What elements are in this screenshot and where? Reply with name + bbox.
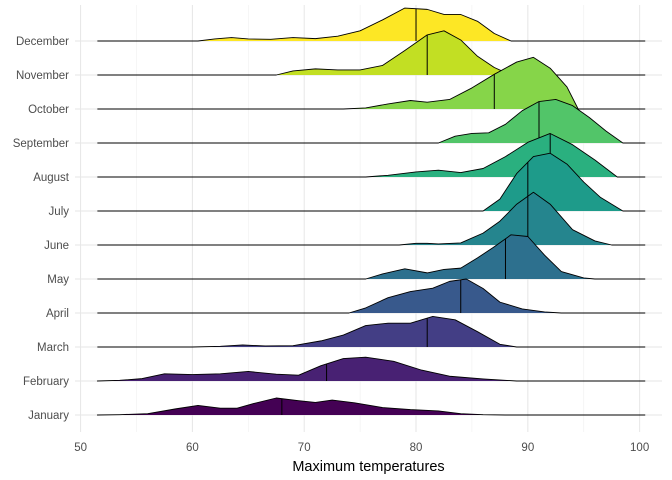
x-tick-label: 70 xyxy=(298,442,311,454)
density-outline xyxy=(97,234,646,280)
density-fill xyxy=(483,153,623,211)
ridges xyxy=(96,7,646,416)
density-outline xyxy=(97,191,646,246)
density-fill xyxy=(343,57,579,109)
x-axis-title: Maximum temperatures xyxy=(292,459,444,475)
density-fill xyxy=(438,99,623,143)
y-tick-label: June xyxy=(44,240,69,252)
y-tick-label: December xyxy=(16,36,69,48)
x-tick-label: 50 xyxy=(74,442,87,454)
density-outline xyxy=(96,356,646,382)
y-tick-label: October xyxy=(28,104,69,116)
x-tick-label: 90 xyxy=(521,442,534,454)
y-tick-label: July xyxy=(49,206,70,218)
density-outline xyxy=(97,315,646,348)
ridge-november xyxy=(97,30,646,76)
density-outline xyxy=(97,56,646,110)
x-tick-label: 60 xyxy=(186,442,199,454)
density-outline xyxy=(96,397,646,416)
x-tick-label: 100 xyxy=(630,442,649,454)
y-tick-label: March xyxy=(37,342,69,354)
x-tick-labels: 50 60 70 80 90 100 xyxy=(74,442,649,454)
x-tick-label: 80 xyxy=(410,442,423,454)
y-tick-labels: January February March April May June July Augu… xyxy=(13,36,70,422)
ridge-february xyxy=(96,356,646,382)
density-fill xyxy=(276,30,512,75)
density-outline xyxy=(97,133,646,178)
ridge-april xyxy=(97,278,646,314)
ridge-october xyxy=(97,56,646,110)
y-tick-label: April xyxy=(46,308,69,320)
y-tick-label: September xyxy=(13,138,69,150)
y-tick-label: January xyxy=(28,410,69,422)
ridge-march xyxy=(97,315,646,348)
density-outline xyxy=(97,30,646,76)
density-fill xyxy=(365,234,595,279)
density-fill xyxy=(399,192,612,245)
density-fill xyxy=(348,279,562,313)
y-tick-label: May xyxy=(47,274,69,286)
density-fill xyxy=(97,357,517,381)
density-fill xyxy=(97,398,506,415)
density-outline xyxy=(97,278,646,314)
density-fill xyxy=(192,316,517,347)
y-tick-label: August xyxy=(33,172,70,184)
density-fill xyxy=(197,8,512,41)
ridge-january xyxy=(96,397,646,416)
y-tick-label: February xyxy=(23,376,69,388)
density-outline xyxy=(97,152,646,212)
y-tick-label: November xyxy=(16,70,69,82)
density-outline xyxy=(97,99,646,144)
ridge-december xyxy=(97,7,646,42)
ridge-july xyxy=(97,152,646,212)
ridge-september xyxy=(97,99,646,144)
density-outline xyxy=(97,7,646,42)
ridge-may xyxy=(97,234,646,280)
